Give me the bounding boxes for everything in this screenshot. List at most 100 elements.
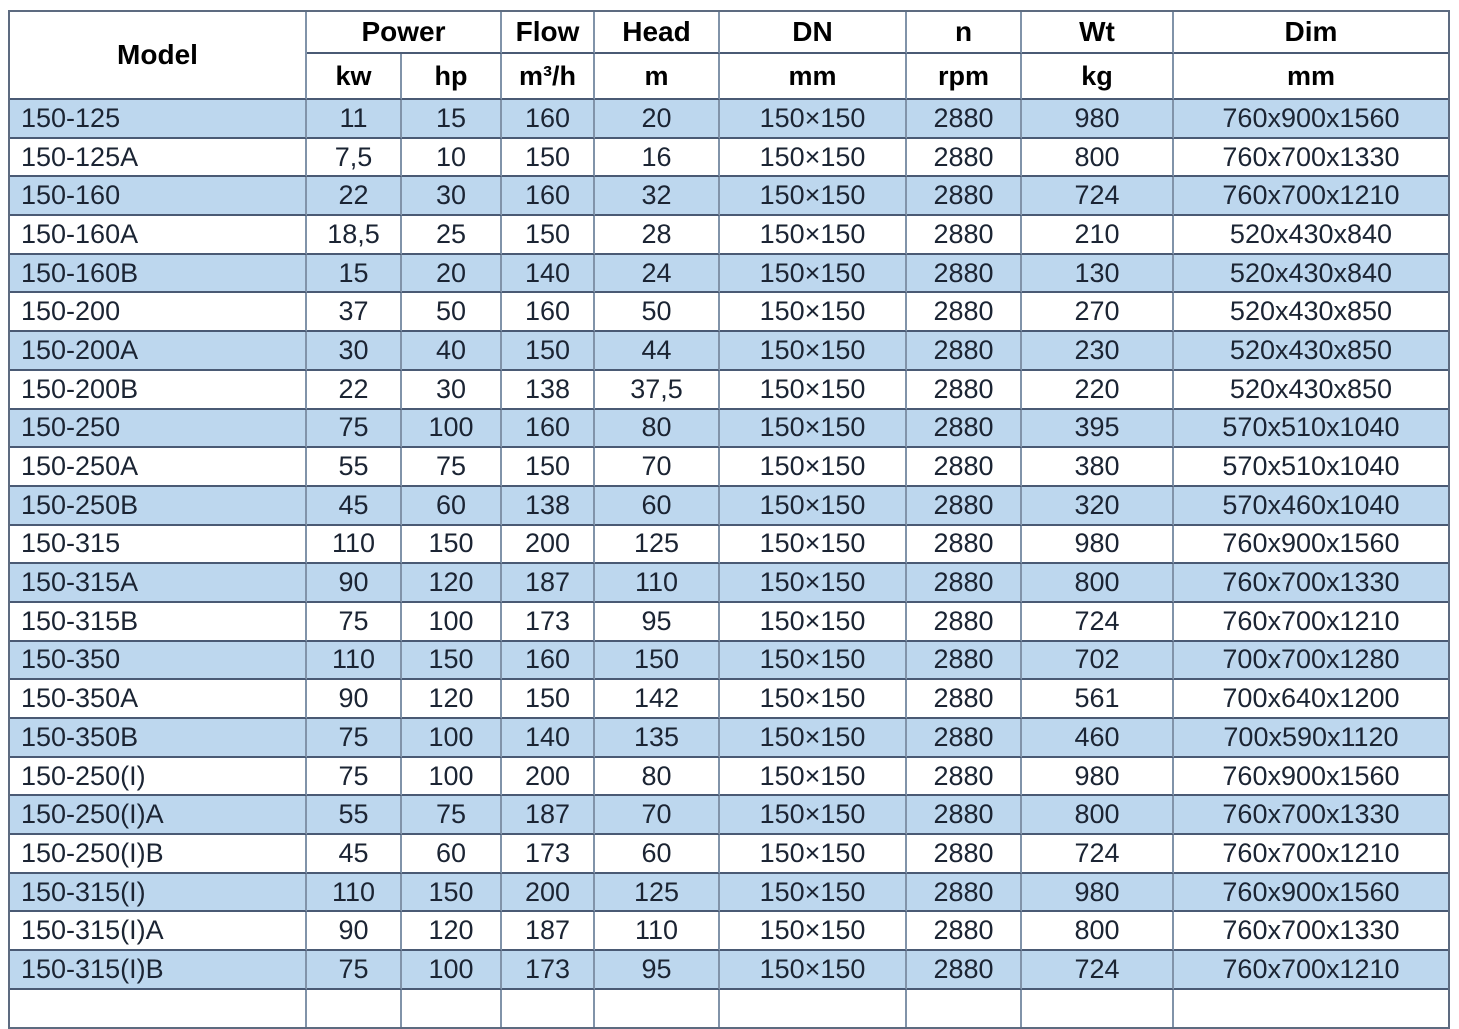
cell-wt: 395 [1022, 409, 1174, 449]
cell-wt: 460 [1022, 719, 1174, 758]
unit-power-kw: kw [307, 54, 402, 100]
cell-power-kw: 7,5 [307, 138, 402, 178]
col-header-power: Power [307, 12, 502, 54]
col-header-head: Head [595, 12, 720, 54]
cell-model: 150-200 [10, 293, 307, 333]
cell-dim: 570x460x1040 [1174, 486, 1448, 526]
cell-n: 2880 [907, 525, 1022, 565]
pump-spec-table: Model Power Flow Head DN n Wt Dim kw hp … [10, 12, 1448, 1027]
unit-dn: mm [720, 54, 907, 100]
cell-power-kw-empty [307, 989, 402, 1027]
pump-spec-sheet: Model Power Flow Head DN n Wt Dim kw hp … [8, 10, 1450, 1029]
cell-flow: 187 [502, 912, 595, 952]
cell-dn: 150×150 [720, 100, 907, 139]
cell-power-kw: 75 [307, 409, 402, 449]
cell-dn: 150×150 [720, 796, 907, 836]
cell-dn: 150×150 [720, 254, 907, 294]
cell-dim: 520x430x850 [1174, 370, 1448, 410]
cell-dim: 700x700x1280 [1174, 641, 1448, 681]
cell-head: 37,5 [595, 370, 720, 410]
table-row: 150-350 110 150 160 150 150×150 2880 702 700x700… [10, 641, 1448, 681]
cell-flow: 160 [502, 641, 595, 681]
cell-head: 24 [595, 254, 720, 294]
cell-flow: 150 [502, 680, 595, 719]
cell-flow: 173 [502, 951, 595, 990]
table-row: 150-350A 90 120 150 142 150×150 2880 561 700x640… [10, 680, 1448, 719]
cell-power-kw: 11 [307, 100, 402, 139]
cell-power-hp: 60 [402, 486, 502, 526]
cell-power-hp: 100 [402, 757, 502, 797]
cell-dim: 570x510x1040 [1174, 448, 1448, 487]
table-row: 150-250(I)B 45 60 173 60 150×150 2880 724 760x70… [10, 835, 1448, 874]
cell-dim: 760x900x1560 [1174, 525, 1448, 565]
cell-power-hp: 30 [402, 370, 502, 410]
cell-head: 60 [595, 486, 720, 526]
cell-dn: 150×150 [720, 641, 907, 681]
cell-power-kw: 37 [307, 293, 402, 333]
table-row: 150-160B 15 20 140 24 150×150 2880 130 520x430x8… [10, 254, 1448, 294]
cell-wt: 800 [1022, 564, 1174, 603]
cell-power-hp: 75 [402, 796, 502, 836]
cell-flow: 173 [502, 602, 595, 642]
cell-model: 150-200A [10, 332, 307, 371]
cell-n: 2880 [907, 409, 1022, 449]
cell-head: 95 [595, 602, 720, 642]
cell-dn: 150×150 [720, 564, 907, 603]
cell-wt: 980 [1022, 873, 1174, 913]
cell-head: 16 [595, 138, 720, 178]
unit-flow: m³/h [502, 54, 595, 100]
cell-dn: 150×150 [720, 370, 907, 410]
cell-wt: 980 [1022, 525, 1174, 565]
cell-model: 150-250(I) [10, 757, 307, 797]
cell-n: 2880 [907, 486, 1022, 526]
cell-model: 150-350 [10, 641, 307, 681]
cell-wt: 800 [1022, 138, 1174, 178]
cell-n: 2880 [907, 757, 1022, 797]
cell-n: 2880 [907, 602, 1022, 642]
cell-power-hp: 150 [402, 873, 502, 913]
cell-n: 2880 [907, 100, 1022, 139]
table-row: 150-250(I) 75 100 200 80 150×150 2880 980 760x90… [10, 757, 1448, 797]
cell-dim: 760x700x1330 [1174, 138, 1448, 178]
cell-flow: 160 [502, 100, 595, 139]
cell-n: 2880 [907, 216, 1022, 255]
cell-flow: 138 [502, 486, 595, 526]
cell-flow: 200 [502, 757, 595, 797]
cell-head: 70 [595, 796, 720, 836]
cell-wt: 220 [1022, 370, 1174, 410]
cell-power-hp: 120 [402, 912, 502, 952]
cell-flow: 160 [502, 293, 595, 333]
cell-dim: 760x700x1210 [1174, 835, 1448, 874]
cell-dn: 150×150 [720, 525, 907, 565]
cell-dn: 150×150 [720, 757, 907, 797]
table-row: 150-200A 30 40 150 44 150×150 2880 230 520x430x8… [10, 332, 1448, 371]
cell-dim: 520x430x840 [1174, 216, 1448, 255]
cell-power-kw: 90 [307, 564, 402, 603]
header-row-units: kw hp m³/h m mm rpm kg mm [10, 54, 1448, 100]
table-row: 150-250B 45 60 138 60 150×150 2880 320 570x460x1… [10, 486, 1448, 526]
cell-wt: 724 [1022, 177, 1174, 217]
cell-wt: 724 [1022, 602, 1174, 642]
cell-wt-empty [1022, 989, 1174, 1027]
cell-power-kw: 45 [307, 486, 402, 526]
col-header-n: n [907, 12, 1022, 54]
cell-power-hp: 150 [402, 525, 502, 565]
cell-head: 20 [595, 100, 720, 139]
table-row: 150-315B 75 100 173 95 150×150 2880 724 760x700x… [10, 602, 1448, 642]
cell-n: 2880 [907, 254, 1022, 294]
cell-power-kw: 75 [307, 757, 402, 797]
cell-power-kw: 75 [307, 602, 402, 642]
col-header-flow: Flow [502, 12, 595, 54]
cell-head: 44 [595, 332, 720, 371]
cell-power-kw: 55 [307, 448, 402, 487]
cell-dim: 520x430x850 [1174, 293, 1448, 333]
cell-model: 150-200B [10, 370, 307, 410]
cell-n: 2880 [907, 293, 1022, 333]
cell-flow: 200 [502, 525, 595, 565]
cell-model-empty [10, 989, 307, 1027]
cell-flow: 140 [502, 719, 595, 758]
cell-model: 150-250 [10, 409, 307, 449]
cell-power-hp: 25 [402, 216, 502, 255]
cell-n-empty [907, 989, 1022, 1027]
cell-head: 80 [595, 757, 720, 797]
